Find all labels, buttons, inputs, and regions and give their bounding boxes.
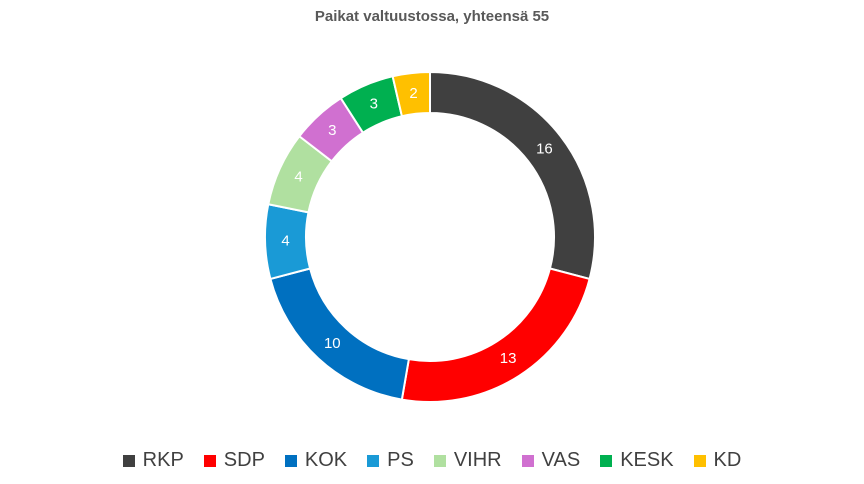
data-label-rkp: 16 [536, 140, 553, 157]
legend-item-kesk: KESK [600, 449, 674, 472]
legend-swatch [521, 454, 534, 467]
legend-swatch [284, 454, 297, 467]
legend-label: VIHR [453, 449, 502, 471]
legend-label: KESK [620, 449, 674, 471]
legend-label: KD [713, 449, 742, 471]
legend: RKP SDP KOK PS VIHR VAS KESK KD [0, 449, 864, 472]
legend-label: RKP [142, 449, 184, 471]
legend-item-kd: KD [693, 449, 742, 472]
legend-item-vihr: VIHR [433, 449, 502, 472]
data-label-ps: 4 [281, 233, 289, 250]
legend-swatch [433, 454, 446, 467]
legend-item-rkp: RKP [122, 449, 184, 472]
slice-kd [391, 70, 431, 118]
legend-swatch [367, 454, 380, 467]
legend-label: SDP [223, 449, 265, 471]
legend-item-kok: KOK [284, 449, 348, 472]
data-label-vas: 3 [328, 122, 336, 139]
chart-title: Paikat valtuustossa, yhteensä 55 [314, 8, 550, 25]
legend-item-sdp: SDP [203, 449, 265, 472]
legend-swatch [122, 454, 135, 467]
legend-swatch [693, 454, 706, 467]
legend-swatch [600, 454, 613, 467]
data-label-kd: 2 [409, 85, 417, 102]
legend-label: VAS [541, 449, 581, 471]
data-label-sdp: 13 [500, 350, 517, 367]
slice-sdp [400, 267, 591, 403]
legend-label: KOK [304, 449, 348, 471]
legend-item-ps: PS [367, 449, 414, 472]
data-label-kok: 10 [324, 335, 341, 352]
legend-item-vas: VAS [521, 449, 581, 472]
data-label-vihr: 4 [294, 168, 302, 185]
legend-label: PS [387, 449, 414, 471]
legend-swatch [203, 454, 216, 467]
data-label-kesk: 3 [370, 95, 378, 112]
slice-rkp [429, 70, 596, 281]
